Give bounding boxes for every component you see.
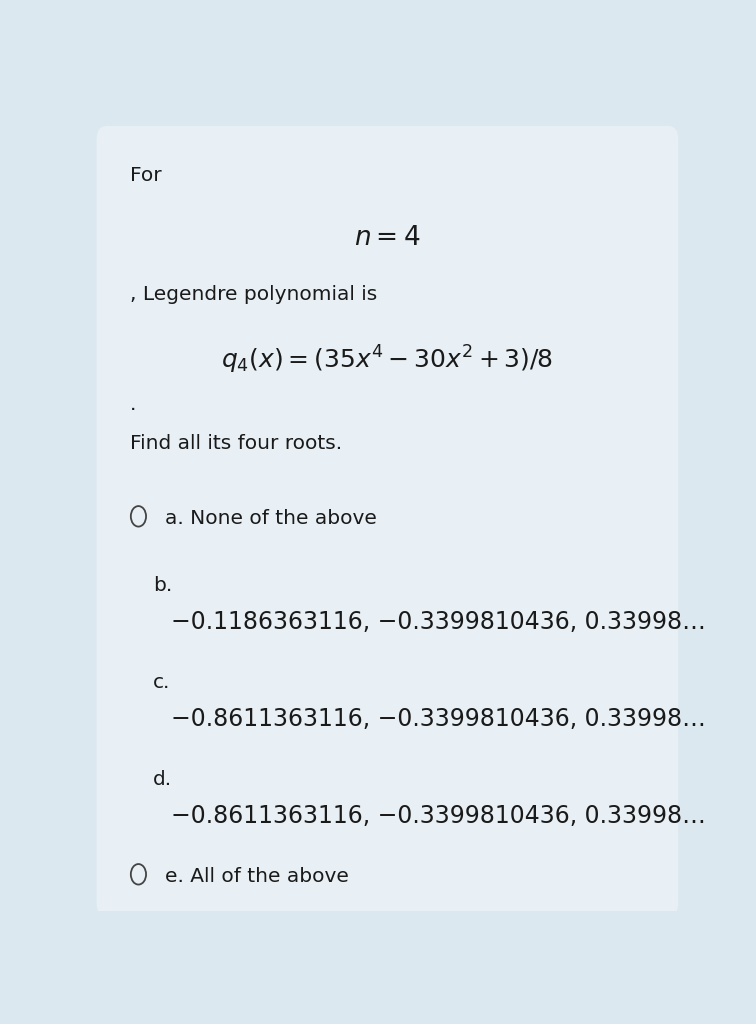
Text: −0.1186363116, −0.3399810436, 0.33998…: −0.1186363116, −0.3399810436, 0.33998… <box>171 610 705 634</box>
Text: For: For <box>130 166 161 185</box>
Text: $q_4(x) = (35x^4 - 30x^2 + 3)/8$: $q_4(x) = (35x^4 - 30x^2 + 3)/8$ <box>222 344 553 376</box>
Text: −0.8611363116, −0.3399810436, 0.33998…: −0.8611363116, −0.3399810436, 0.33998… <box>171 804 705 828</box>
Text: Find all its four roots.: Find all its four roots. <box>130 434 342 454</box>
Text: e. All of the above: e. All of the above <box>165 867 349 886</box>
Text: b.: b. <box>153 577 172 595</box>
Text: −0.8611363116, −0.3399810436, 0.33998…: −0.8611363116, −0.3399810436, 0.33998… <box>171 708 705 731</box>
Text: , Legendre polynomial is: , Legendre polynomial is <box>130 285 377 303</box>
Text: c.: c. <box>153 673 170 692</box>
FancyBboxPatch shape <box>98 127 677 915</box>
Text: .: . <box>130 395 136 414</box>
Text: $n = 4$: $n = 4$ <box>355 225 420 251</box>
Text: a. None of the above: a. None of the above <box>165 509 376 528</box>
Text: d.: d. <box>153 770 172 790</box>
